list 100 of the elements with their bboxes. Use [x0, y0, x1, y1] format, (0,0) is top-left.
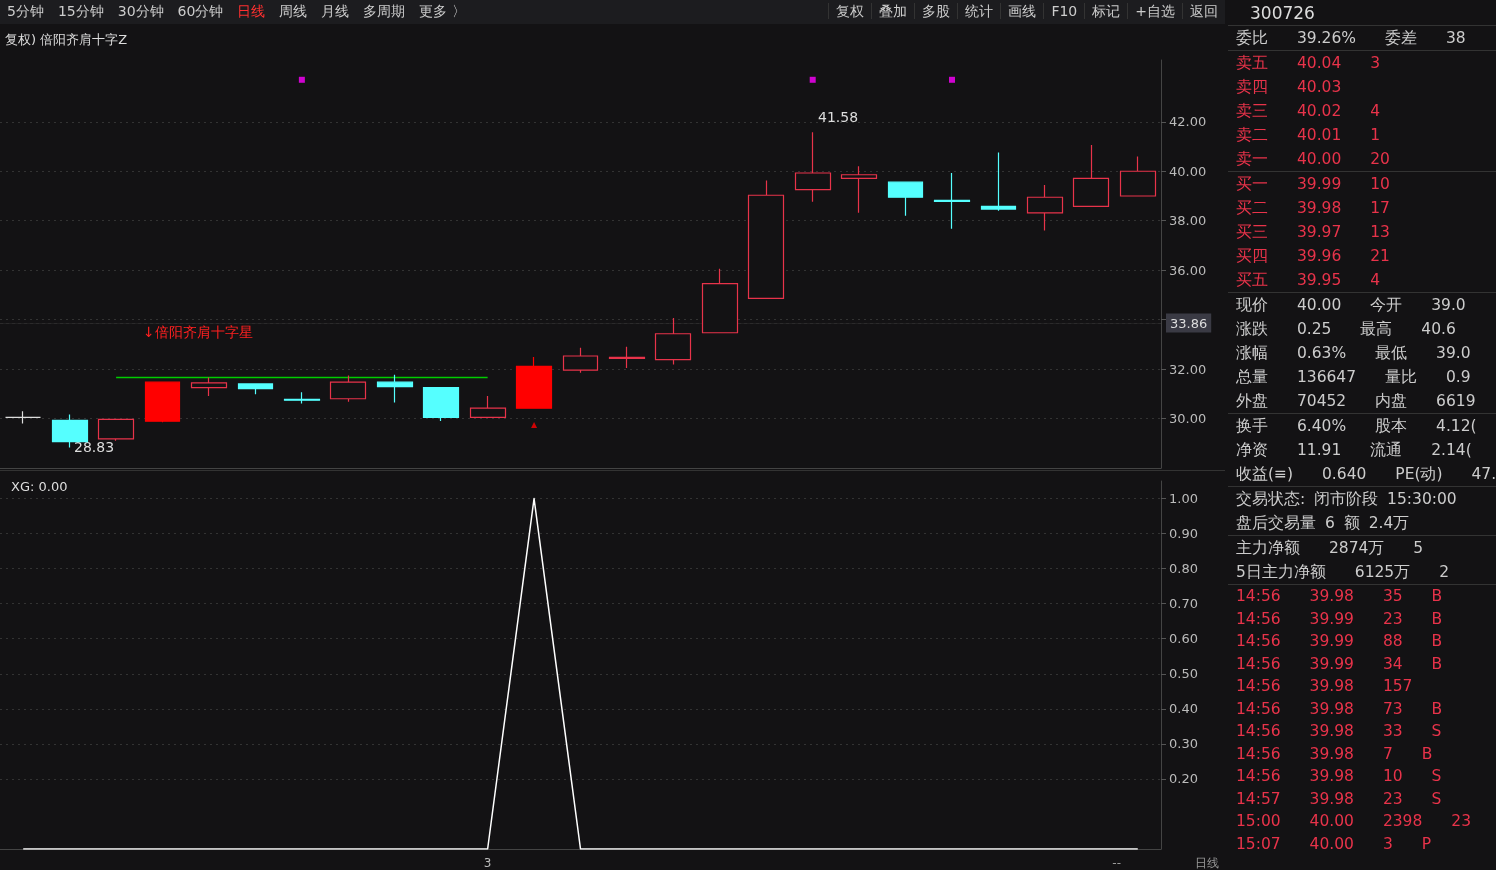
text: 日线 [1195, 856, 1219, 870]
text: 多股 [914, 3, 958, 19]
candlestick [654, 317, 692, 365]
text: 5日主力净额 6125万 2 [1236, 561, 1450, 583]
ref-line-label: 33.86 [1170, 315, 1208, 331]
text: 叠加 [871, 3, 915, 19]
y-tick-label: 38.00 [1169, 213, 1207, 229]
text: 卖三 40.02 4 [1236, 100, 1381, 122]
text: 复权 [828, 3, 872, 19]
candlestick [608, 346, 646, 369]
text: 周线 [278, 3, 309, 19]
y-tick-label: 32.00 [1169, 361, 1207, 377]
text: 14:56 39.99 34 B [1236, 654, 1443, 673]
text: F10 [1043, 3, 1085, 19]
chart-title: 复权) 倍阳齐肩十字Z [5, 32, 128, 47]
y-tick-label: 40.00 [1169, 163, 1207, 179]
y-tick-label: 0.90 [1169, 526, 1198, 542]
text: 交易状态: 闭市阶段 15:30:00 [1236, 488, 1457, 510]
y-tick-label: 36.00 [1169, 262, 1207, 278]
candlestick [469, 395, 507, 418]
y-tick-label: 1.00 [1169, 491, 1198, 507]
text: 14:56 39.98 35 B [1236, 587, 1443, 606]
candlestick [283, 391, 321, 405]
candlestick [980, 151, 1017, 212]
text: 15分钟 [56, 3, 105, 19]
text: 买五 39.95 4 [1236, 269, 1381, 291]
text: 现价 40.00 今开 39.0 [1236, 294, 1466, 316]
y-tick-label: 42.00 [1169, 114, 1207, 130]
y-tick-label: 0.40 [1169, 701, 1198, 717]
candlestick [190, 376, 228, 397]
candlestick [422, 387, 460, 422]
text: 买四 39.96 21 [1236, 245, 1390, 267]
text: 买三 39.97 13 [1236, 221, 1390, 243]
candlestick [562, 347, 599, 374]
text: 15:07 40.00 3 P [1236, 834, 1432, 853]
text: 涨跌 0.25 最高 40.6 [1236, 318, 1456, 340]
text: 画线 [1000, 3, 1044, 19]
text: 14:56 39.98 10 S [1236, 767, 1442, 786]
x-tick-label: 3 [483, 856, 492, 870]
text: 涨幅 0.63% 最低 39.0 [1236, 342, 1471, 364]
candlestick [840, 165, 878, 214]
candlestick [794, 131, 832, 203]
candlestick [747, 179, 785, 299]
candlestick [97, 418, 135, 442]
candlestick [4, 410, 42, 425]
text: 净资 11.91 流通 2.14( [1236, 439, 1472, 461]
candlestick [1119, 155, 1157, 197]
text: 返回 [1182, 3, 1225, 19]
y-tick-label: 30.00 [1169, 411, 1207, 427]
y-tick-label: 0.20 [1169, 771, 1198, 787]
candlestick [237, 383, 274, 395]
text: 30分钟 [116, 3, 165, 19]
y-tick-label: 0.70 [1169, 596, 1198, 612]
annotation: 28.83 [74, 439, 115, 455]
text: 14:56 39.98 7 B [1236, 744, 1433, 763]
candlestick [515, 356, 553, 409]
text: 月线 [320, 3, 351, 19]
text: 300726 [1228, 0, 1496, 26]
candlestick [887, 181, 924, 217]
text: -- [1112, 856, 1122, 870]
candlestick [376, 374, 414, 404]
text: 14:57 39.98 23 S [1236, 789, 1442, 808]
candlestick [1026, 184, 1064, 232]
candlestick [933, 172, 971, 230]
text: 买二 39.98 17 [1236, 197, 1390, 219]
text: 收益(≡) 0.640 PE(动) 47. [1236, 463, 1496, 485]
text: +自选 [1127, 3, 1182, 19]
text: 60分钟 [176, 3, 225, 19]
text: 统计 [957, 3, 1001, 19]
text: 卖五 40.04 3 [1236, 52, 1381, 74]
candlestick [329, 374, 367, 403]
text: 14:56 39.98 157 [1236, 677, 1413, 696]
annotation: 41.58 [818, 109, 859, 125]
text: 卖一 40.00 20 [1236, 148, 1390, 170]
text: 14:56 39.98 73 B [1236, 699, 1443, 718]
y-tick-label: 0.50 [1169, 666, 1198, 682]
text: 买一 39.99 10 [1236, 173, 1390, 195]
chart-title: XG: 0.00 [11, 479, 68, 494]
text: 标记 [1084, 3, 1128, 19]
text: 日线 [236, 3, 267, 19]
text: 委比 39.26% 委差 38 [1236, 27, 1466, 49]
text: 卖二 40.01 1 [1236, 124, 1381, 146]
text: 更多 〉 [418, 3, 467, 19]
text: 主力净额 2874万 5 [1236, 537, 1424, 559]
text: 14:56 39.99 88 B [1236, 632, 1443, 651]
text: 14:56 39.99 23 B [1236, 609, 1443, 628]
y-tick-label: 0.30 [1169, 736, 1198, 752]
y-tick-label: 0.60 [1169, 631, 1198, 647]
candlestick [144, 380, 181, 423]
text: 换手 6.40% 股本 4.12( [1236, 415, 1477, 437]
text: 14:56 39.98 33 S [1236, 722, 1442, 741]
text: 盘后交易量 6 额 2.4万 [1236, 512, 1410, 534]
text: 15:00 40.00 2398 23 [1236, 812, 1471, 831]
text: 多周期 [362, 3, 407, 19]
text: 总量 136647 量比 0.9 [1236, 366, 1471, 388]
text: 卖四 40.03 [1236, 76, 1342, 98]
candlestick [1072, 144, 1110, 207]
annotation: ↓倍阳齐肩十字星 [143, 324, 253, 340]
text: 外盘 70452 内盘 6619 [1236, 390, 1476, 412]
y-tick-label: 0.80 [1169, 561, 1198, 577]
